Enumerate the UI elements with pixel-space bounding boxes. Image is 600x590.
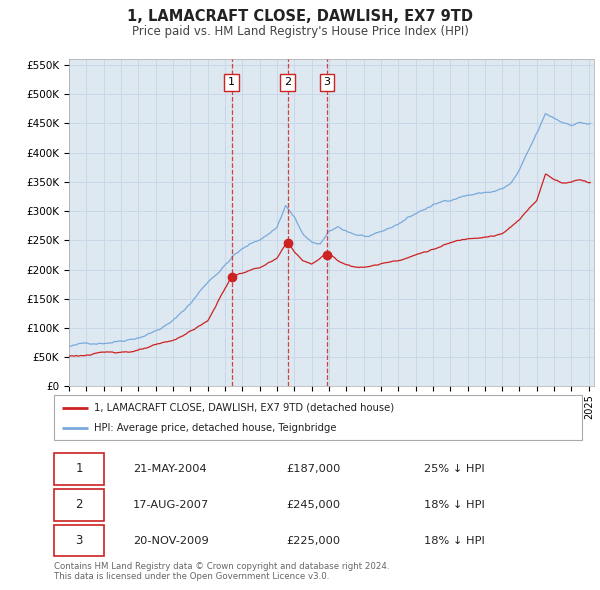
Text: Contains HM Land Registry data © Crown copyright and database right 2024.
This d: Contains HM Land Registry data © Crown c… <box>54 562 389 581</box>
Text: HPI: Average price, detached house, Teignbridge: HPI: Average price, detached house, Teig… <box>94 424 336 434</box>
FancyBboxPatch shape <box>54 489 104 520</box>
Text: 1, LAMACRAFT CLOSE, DAWLISH, EX7 9TD (detached house): 1, LAMACRAFT CLOSE, DAWLISH, EX7 9TD (de… <box>94 403 394 412</box>
Text: £187,000: £187,000 <box>286 464 341 474</box>
FancyBboxPatch shape <box>54 453 104 485</box>
FancyBboxPatch shape <box>54 395 582 440</box>
Text: 2: 2 <box>76 499 83 512</box>
FancyBboxPatch shape <box>54 525 104 556</box>
Text: 3: 3 <box>323 77 331 87</box>
Text: 20-NOV-2009: 20-NOV-2009 <box>133 536 209 546</box>
Text: 18% ↓ HPI: 18% ↓ HPI <box>424 500 484 510</box>
Text: 17-AUG-2007: 17-AUG-2007 <box>133 500 209 510</box>
Text: 18% ↓ HPI: 18% ↓ HPI <box>424 536 484 546</box>
Text: 21-MAY-2004: 21-MAY-2004 <box>133 464 207 474</box>
Text: 25% ↓ HPI: 25% ↓ HPI <box>424 464 484 474</box>
Text: 2: 2 <box>284 77 292 87</box>
Text: Price paid vs. HM Land Registry's House Price Index (HPI): Price paid vs. HM Land Registry's House … <box>131 25 469 38</box>
Text: 3: 3 <box>76 534 83 548</box>
Text: £225,000: £225,000 <box>286 536 340 546</box>
Text: 1: 1 <box>76 463 83 476</box>
Text: 1: 1 <box>228 77 235 87</box>
Text: 1, LAMACRAFT CLOSE, DAWLISH, EX7 9TD: 1, LAMACRAFT CLOSE, DAWLISH, EX7 9TD <box>127 9 473 24</box>
Text: £245,000: £245,000 <box>286 500 340 510</box>
